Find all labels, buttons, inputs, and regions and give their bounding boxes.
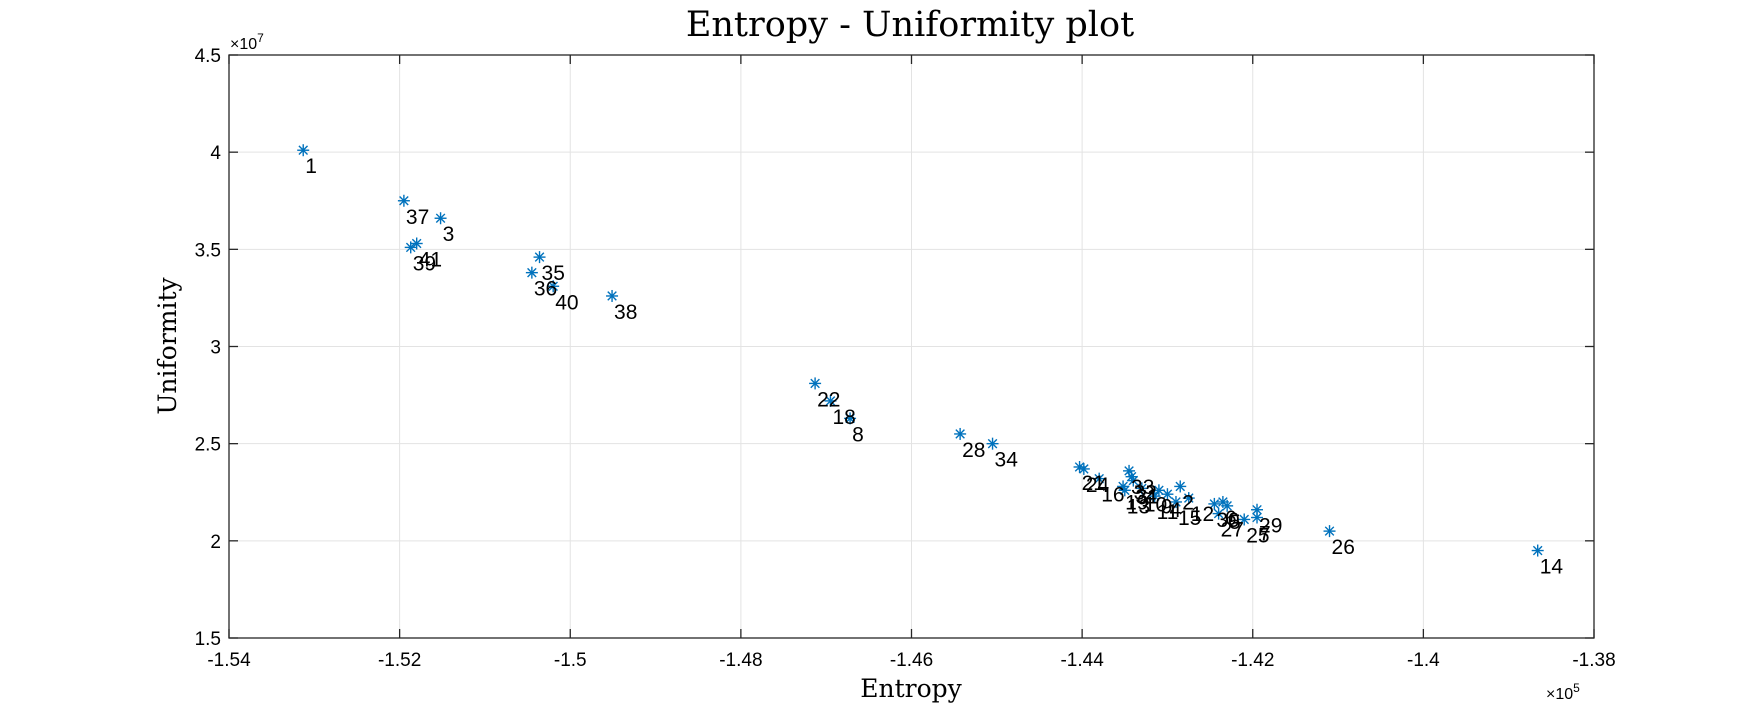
data-point-label-7: 7 xyxy=(1259,523,1271,546)
data-point-label-19: 19 xyxy=(1125,491,1148,514)
x-tick-label: -1.54 xyxy=(207,650,251,671)
data-point-label-24: 24 xyxy=(1086,474,1110,497)
x-axis-exponent: ×105 xyxy=(1546,681,1580,703)
y-axis-exponent: ×107 xyxy=(230,31,264,53)
x-tick-label: -1.48 xyxy=(719,650,762,671)
data-point-18 xyxy=(824,394,837,407)
data-point-27 xyxy=(1212,507,1225,520)
data-point-label-13: 13 xyxy=(1127,495,1150,518)
data-point-label-1: 1 xyxy=(305,155,317,178)
data-point-5 xyxy=(1221,499,1234,512)
x-tick-label: -1.52 xyxy=(378,650,421,671)
data-point-26 xyxy=(1323,525,1336,538)
x-axis-label: Entropy xyxy=(860,674,962,703)
data-point-label-12: 12 xyxy=(1191,503,1214,526)
data-point-label-41: 41 xyxy=(419,249,442,272)
data-point-label-36: 36 xyxy=(534,278,557,301)
data-point-label-33: 33 xyxy=(1131,476,1154,499)
data-point-label-8: 8 xyxy=(852,423,864,446)
data-point-label-6: 6 xyxy=(1225,507,1237,530)
data-point-label-3: 3 xyxy=(443,223,455,246)
data-point-label-10: 10 xyxy=(1144,493,1167,516)
data-point-label-2: 2 xyxy=(1182,491,1194,514)
data-point-label-34: 34 xyxy=(995,449,1019,472)
data-point-30 xyxy=(1208,497,1221,510)
data-point-label-21: 21 xyxy=(1082,472,1105,495)
data-point-label-15: 15 xyxy=(1178,507,1201,530)
x-tick-label: -1.5 xyxy=(554,650,587,671)
data-point-label-29: 29 xyxy=(1259,515,1282,538)
y-axis-label: Uniformity xyxy=(153,276,182,414)
data-point-label-28: 28 xyxy=(962,439,985,462)
data-point-29 xyxy=(1251,503,1264,516)
data-point-label-31: 31 xyxy=(1135,486,1158,509)
data-point-label-11: 11 xyxy=(1157,501,1179,524)
data-point-label-22: 22 xyxy=(817,388,840,411)
data-point-11 xyxy=(1148,490,1161,503)
data-point-39 xyxy=(404,241,417,254)
x-tick-label: -1.4 xyxy=(1407,650,1440,671)
data-point-22 xyxy=(809,377,822,390)
data-point-25 xyxy=(1238,513,1251,526)
data-point-label-14: 14 xyxy=(1540,556,1564,579)
data-point-40 xyxy=(547,280,560,293)
data-point-label-38: 38 xyxy=(614,301,637,324)
data-point-3 xyxy=(434,212,447,225)
data-point-14 xyxy=(1531,544,1544,557)
data-point-label-26: 26 xyxy=(1332,536,1355,559)
data-point-label-27: 27 xyxy=(1221,519,1244,542)
data-point-24 xyxy=(1077,462,1090,475)
y-tick-label: 1.5 xyxy=(195,629,221,650)
data-point-label-37: 37 xyxy=(406,206,429,229)
x-tick-labels: -1.54 -1.52 -1.5 -1.48 -1.46 -1.44 -1.42 -1.4 -1… xyxy=(207,650,1615,671)
x-tick-label: -1.42 xyxy=(1231,650,1274,671)
data-point-31 xyxy=(1127,474,1140,487)
data-point-36 xyxy=(525,266,538,279)
y-tick-label: 3.5 xyxy=(195,240,221,261)
data-point-12 xyxy=(1182,492,1195,505)
data-point-34 xyxy=(986,437,999,450)
data-point-16 xyxy=(1093,472,1106,485)
data-point-label-30: 30 xyxy=(1216,509,1239,532)
data-point-1 xyxy=(297,144,310,157)
data-point-label-32: 32 xyxy=(1134,482,1157,505)
data-point-label-16: 16 xyxy=(1101,484,1124,507)
grid xyxy=(228,54,1595,639)
data-point-13 xyxy=(1118,484,1131,497)
data-point-label-9: 9 xyxy=(1161,495,1173,518)
y-tick-label: 4 xyxy=(210,143,221,164)
data-point-label-39: 39 xyxy=(413,252,436,275)
x-tick-label: -1.44 xyxy=(1060,650,1104,671)
axis-ticks xyxy=(228,54,1595,639)
data-point-7 xyxy=(1251,511,1264,524)
data-point-35 xyxy=(533,251,546,264)
data-point-label-25: 25 xyxy=(1246,524,1269,547)
data-point-28 xyxy=(954,427,967,440)
data-point-37 xyxy=(397,194,410,207)
data-point-8 xyxy=(844,412,857,425)
data-point-2 xyxy=(1174,480,1187,493)
data-point-label-18: 18 xyxy=(832,406,855,429)
data-point-label-35: 35 xyxy=(542,262,565,285)
x-tick-label: -1.38 xyxy=(1572,650,1615,671)
data-point-15 xyxy=(1169,495,1182,508)
data-point-4 xyxy=(1161,488,1174,501)
data-point-38 xyxy=(606,289,619,302)
data-points xyxy=(297,144,1544,557)
data-point-label-40: 40 xyxy=(555,291,578,314)
data-point-10 xyxy=(1135,482,1148,495)
y-tick-label: 2.5 xyxy=(195,435,221,456)
chart-title: Entropy - Uniformity plot xyxy=(686,5,1134,45)
x-tick-label: -1.46 xyxy=(890,650,933,671)
data-point-label-4: 4 xyxy=(1169,499,1181,522)
y-tick-label: 4.5 xyxy=(195,46,221,67)
y-tick-label: 2 xyxy=(210,532,221,553)
y-tick-labels: 1.5 2 2.5 3 3.5 4 4.5 xyxy=(195,46,222,650)
y-tick-label: 3 xyxy=(210,338,221,359)
data-point-label-5: 5 xyxy=(1229,511,1241,534)
